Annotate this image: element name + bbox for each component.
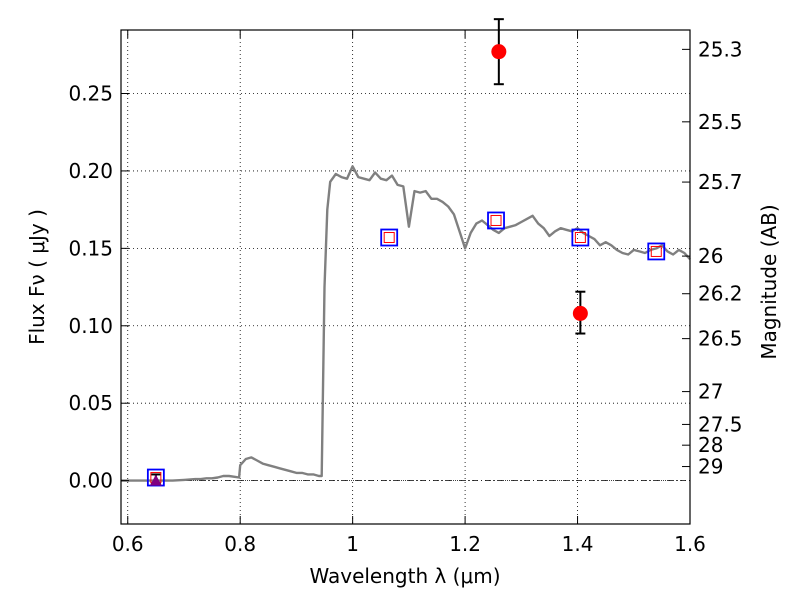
- red-square-2: [490, 214, 502, 226]
- red-square-4: [650, 245, 662, 257]
- blue-square-2: [487, 211, 505, 230]
- x-tick-label-1: 0.8: [224, 532, 256, 556]
- x-tick-label-2: 1: [346, 532, 359, 556]
- plot-background: [121, 30, 690, 524]
- right-axis-title: Magnitude (AB): [757, 204, 781, 359]
- right-tick-label-6: 27: [698, 380, 723, 404]
- right-tick-label-4: 26.2: [698, 282, 743, 306]
- right-tick-label-9: 29: [698, 455, 723, 479]
- right-tick-label-3: 26: [698, 244, 723, 268]
- plot-frame: [120, 29, 691, 525]
- y-tick-label-2: 0.10: [68, 314, 113, 338]
- x-tick-label-0: 0.6: [112, 532, 144, 556]
- grid-lines: [121, 30, 691, 524]
- right-tick-label-0: 25.3: [698, 37, 743, 61]
- y-axis-title: Flux Fν ( μJy ): [25, 209, 49, 345]
- red-circle-0: [491, 44, 507, 60]
- model-sed-line: [121, 165, 691, 482]
- y-tick-label-0: 0.00: [68, 469, 113, 493]
- right-tick-label-2: 25.7: [698, 170, 743, 194]
- purple-triangle-0: [149, 474, 162, 486]
- x-axis-title: Wavelength λ (μm): [309, 564, 500, 588]
- blue-square-4: [647, 242, 666, 261]
- blue-square-1: [380, 228, 399, 247]
- y-tick-label-1: 0.05: [68, 391, 113, 415]
- right-tick-label-1: 25.5: [698, 110, 743, 134]
- x-tick-labels: 0.6 0.8 1 1.2 1.4 1.6: [112, 532, 706, 556]
- red-square-1: [383, 232, 395, 244]
- x-tick-label-3: 1.2: [449, 532, 481, 556]
- y-tick-label-5: 0.25: [68, 81, 113, 105]
- x-tick-label-5: 1.6: [674, 532, 706, 556]
- sed-line-path: [121, 165, 691, 482]
- right-tick-label-5: 26.5: [698, 327, 743, 351]
- x-tick-label-4: 1.4: [562, 532, 594, 556]
- y-tick-label-4: 0.20: [68, 159, 113, 183]
- red-circle-1: [572, 305, 588, 321]
- red-square-3: [574, 232, 586, 244]
- y-tick-label-3: 0.15: [68, 236, 113, 260]
- blue-square-3: [571, 228, 590, 247]
- right-tick-label-8: 28: [698, 433, 723, 457]
- axis-ticks: [121, 30, 691, 524]
- data-markers: [146, 44, 666, 487]
- right-tick-label-7: 27.5: [698, 412, 743, 436]
- y-tick-labels: 0.00 0.05 0.10 0.15 0.20 0.25: [68, 81, 113, 492]
